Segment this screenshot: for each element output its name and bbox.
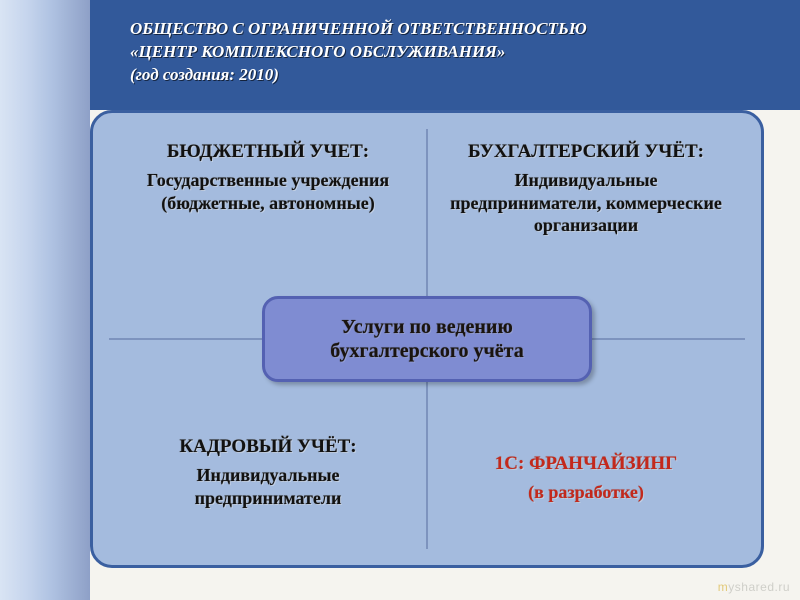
title-line-2: «ЦЕНТР КОМПЛЕКСНОГО ОБСЛУЖИВАНИЯ»: [130, 41, 776, 64]
center-overlay: Услуги по ведению бухгалтерского учёта: [262, 296, 592, 382]
quadrant-panel: БЮДЖЕТНЫЙ УЧЕТ: Государственные учрежден…: [90, 110, 764, 568]
quadrant-tl-title: БЮДЖЕТНЫЙ УЧЕТ:: [123, 141, 413, 163]
side-gradient-accent: [0, 0, 90, 600]
quadrant-tr-desc: Индивидуальные предприниматели, коммерче…: [441, 169, 731, 237]
watermark: myshared.ru: [718, 580, 790, 594]
quadrant-bl-title: КАДРОВЫЙ УЧЁТ:: [123, 436, 413, 458]
title-header: ОБЩЕСТВО С ОГРАНИЧЕННОЙ ОТВЕТСТВЕННОСТЬЮ…: [90, 0, 800, 110]
quadrant-bl-desc: Индивидуальные предприниматели: [123, 464, 413, 509]
watermark-rest: yshared.ru: [728, 580, 790, 594]
watermark-m: m: [718, 580, 729, 594]
title-text-block: ОБЩЕСТВО С ОГРАНИЧЕННОЙ ОТВЕТСТВЕННОСТЬЮ…: [130, 18, 776, 87]
slide: ОБЩЕСТВО С ОГРАНИЧЕННОЙ ОТВЕТСТВЕННОСТЬЮ…: [0, 0, 800, 600]
title-line-1: ОБЩЕСТВО С ОГРАНИЧЕННОЙ ОТВЕТСТВЕННОСТЬЮ: [130, 18, 776, 41]
quadrant-br-title: 1С: ФРАНЧАЙЗИНГ: [441, 453, 731, 475]
quadrant-tr-title: БУХГАЛТЕРСКИЙ УЧЁТ:: [441, 141, 731, 163]
center-overlay-text: Услуги по ведению бухгалтерского учёта: [330, 316, 524, 362]
quadrant-tl-desc: Государственные учреждения (бюджетные, а…: [123, 169, 413, 214]
title-line-3: (год создания: 2010): [130, 64, 776, 87]
quadrant-br-desc: (в разработке): [441, 481, 731, 504]
quadrant-grid: БЮДЖЕТНЫЙ УЧЕТ: Государственные учрежден…: [109, 129, 745, 549]
